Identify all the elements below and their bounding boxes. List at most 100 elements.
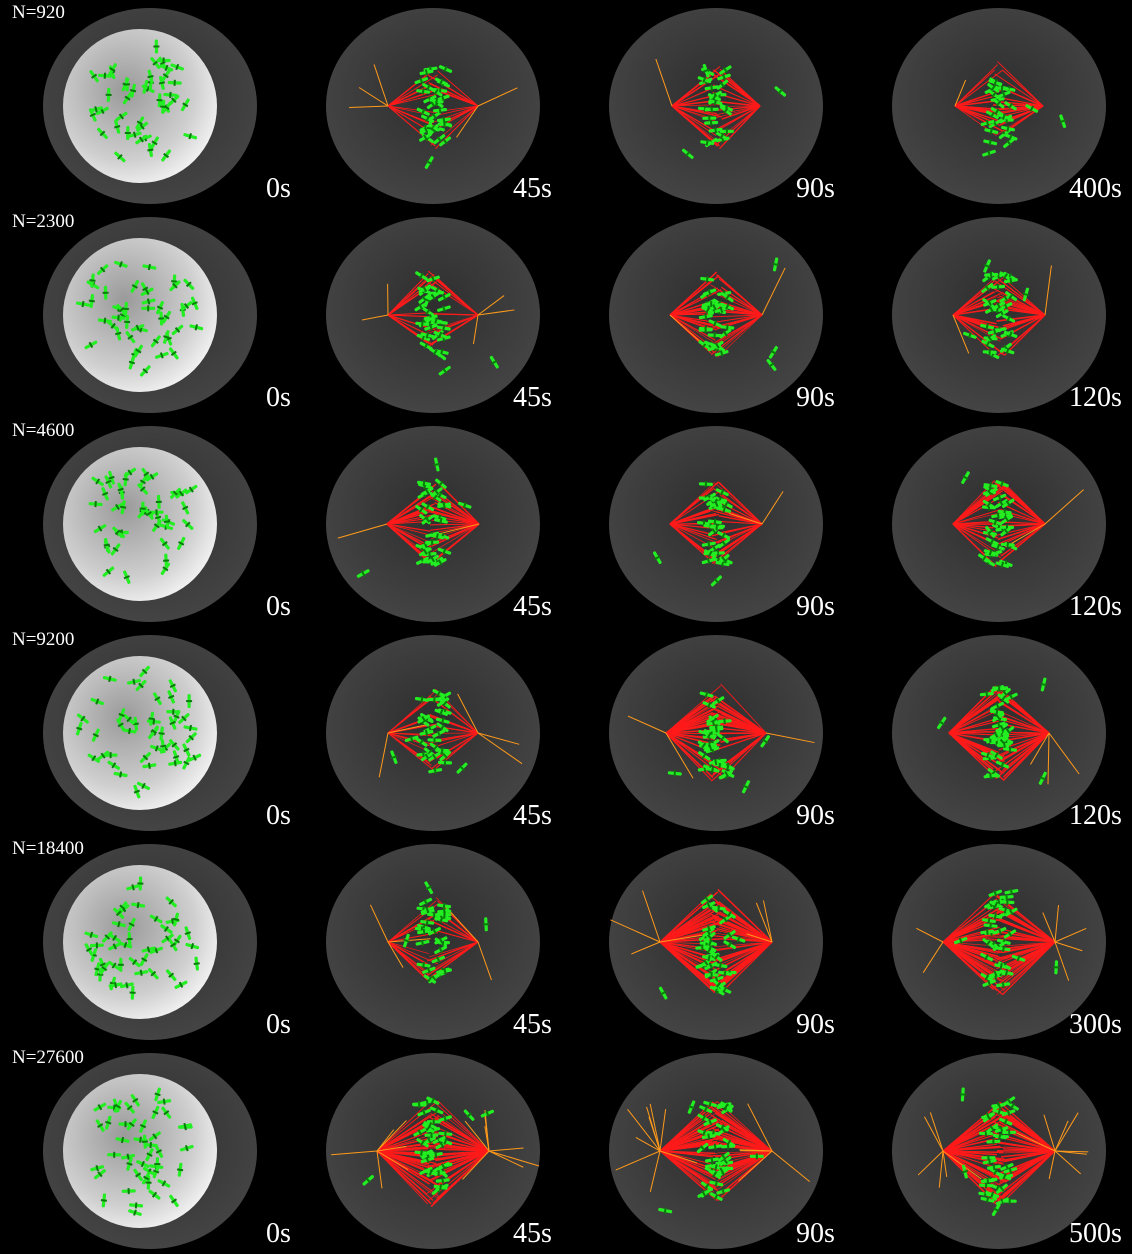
time-label: 45s [513, 800, 552, 831]
chromosome [988, 89, 1001, 100]
chromosome [148, 1189, 161, 1200]
kinetochore-microtubule [428, 695, 479, 734]
simulation-row: 0s 45s 90s 120s N=9200 [0, 627, 1132, 836]
population-label: N=4600 [12, 420, 75, 441]
chromosome [154, 1087, 161, 1102]
chromosome [1000, 1163, 1014, 1171]
chromosome [169, 1194, 179, 1208]
chromosome [415, 271, 428, 281]
astral-microtubule [464, 1120, 490, 1152]
simulation-panel: 500s [849, 1045, 1132, 1254]
kinetochore-microtubule [387, 105, 434, 127]
kinetochore-microtubule [712, 523, 763, 557]
chromosome [168, 739, 180, 751]
chromosome [720, 324, 735, 331]
population-label: N=920 [12, 2, 65, 23]
chromosome [426, 275, 440, 283]
chromosome [91, 728, 100, 742]
kinetochore-microtubule [669, 482, 715, 525]
chromosome [159, 64, 174, 72]
kinetochore-microtubule [437, 941, 479, 963]
chromosome [702, 115, 717, 122]
chromosome [136, 781, 151, 791]
astral-microtubule [462, 1150, 490, 1180]
chromosome [702, 954, 716, 962]
astral-microtubule [659, 1150, 698, 1164]
kinetochore-microtubule [387, 941, 429, 976]
chromosome [76, 300, 90, 308]
kinetochore-microtubule [429, 920, 479, 943]
kinetochore-microtubule [997, 1150, 1056, 1201]
chromosome [182, 743, 191, 757]
kinetochore-microtubule [671, 104, 722, 107]
chromosome [90, 1165, 105, 1172]
kinetochore-microtubule [994, 481, 1046, 525]
chromosome [428, 751, 441, 762]
kinetochore-microtubule [952, 314, 1004, 330]
kinetochore-microtubule [721, 1136, 773, 1152]
kinetochore-microtubule [669, 523, 718, 544]
astral-microtubule [477, 732, 523, 765]
simulation-panel: 45s [283, 627, 566, 836]
kinetochore-microtubule [942, 941, 999, 954]
cell-image [326, 426, 540, 622]
kinetochore-microtubule [1001, 523, 1046, 557]
chromosome [658, 1207, 673, 1214]
chromosome [433, 87, 448, 94]
chromosome [1001, 1109, 1016, 1117]
chromosome [115, 326, 122, 341]
chromosome [126, 931, 133, 947]
kinetochore-microtubule [942, 1150, 1001, 1170]
cell-image [892, 217, 1106, 413]
chromosome [103, 538, 110, 552]
chromosome [1002, 1096, 1016, 1106]
chromosome [432, 729, 446, 738]
chromosome [709, 1164, 723, 1171]
chromosome [169, 487, 182, 499]
kinetochore-microtubule [993, 105, 1044, 110]
kinetochore-microtubule [376, 1150, 430, 1164]
chromosome [139, 1119, 147, 1133]
time-label: 0s [266, 173, 291, 204]
kinetochore-microtubule [713, 105, 761, 132]
chromosome [424, 323, 438, 331]
chromosome [429, 1106, 444, 1115]
astral-microtubule [472, 314, 479, 345]
cell-image [892, 8, 1106, 204]
chromosome [996, 945, 1011, 953]
chromosome [418, 547, 432, 557]
chromosome [414, 77, 429, 85]
chromosome [179, 1144, 194, 1152]
chromosome [149, 914, 163, 924]
chromosome [156, 93, 163, 108]
chromosome [105, 1115, 112, 1130]
chromosome [707, 303, 722, 312]
astral-microtubule [1054, 1150, 1082, 1175]
chromosome [176, 1162, 184, 1177]
chromosome [160, 924, 173, 934]
kinetochore-microtubule [659, 1120, 719, 1152]
chromosome [117, 708, 126, 722]
chromosome [120, 500, 127, 515]
chromosome [997, 1172, 1012, 1181]
astral-microtubule [627, 715, 667, 734]
kinetochore-microtubule [435, 1149, 490, 1152]
kinetochore-microtubule [427, 281, 479, 316]
astral-microtubule [942, 1150, 948, 1178]
kinetochore-microtubule [376, 1120, 431, 1152]
chromosome [720, 769, 734, 779]
chromosome [151, 1105, 160, 1120]
chromosome [84, 340, 98, 350]
chromosome [719, 105, 732, 116]
chromosome [709, 1192, 723, 1201]
chromosome [711, 340, 724, 351]
chromosome [701, 1133, 716, 1140]
time-label: 0s [266, 591, 291, 622]
kinetochore-microtubule [665, 714, 712, 734]
chromosome [1040, 677, 1047, 692]
kinetochore-microtubule [387, 941, 430, 955]
kinetochore-microtubule [387, 941, 428, 965]
cell-body [609, 217, 823, 413]
chromosome [420, 332, 435, 339]
chromosome [183, 133, 198, 140]
